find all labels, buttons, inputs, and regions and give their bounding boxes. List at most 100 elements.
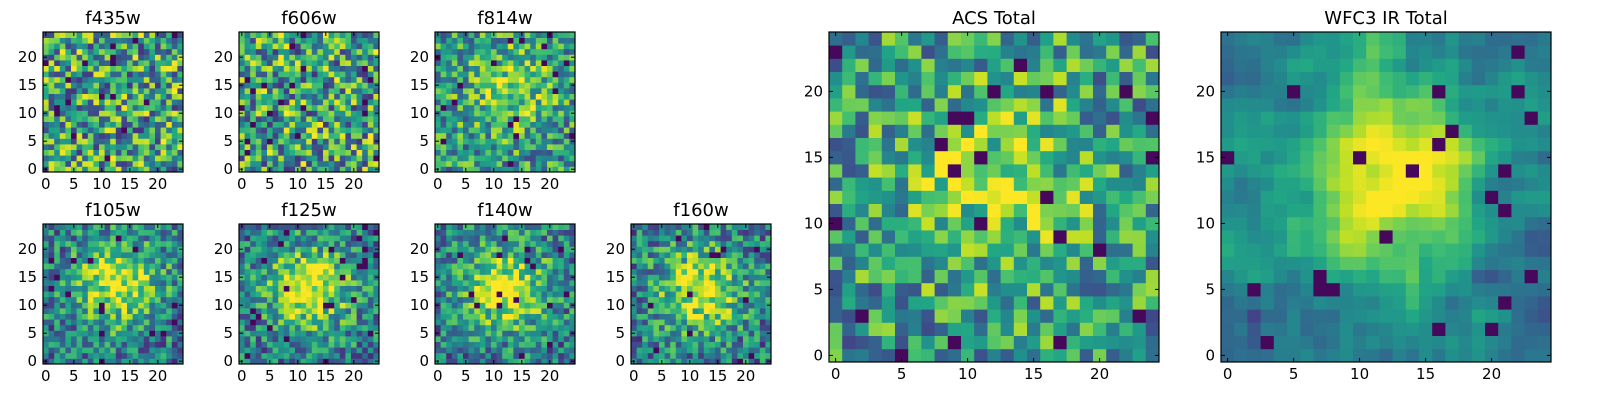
heatmap-cell: [692, 341, 699, 348]
heatmap-cell: [563, 341, 570, 348]
heatmap-cell: [59, 274, 66, 281]
heatmap-cell: [82, 144, 89, 150]
heatmap-cell: [1079, 348, 1094, 363]
heatmap-cell: [868, 335, 883, 350]
heatmap-cell: [351, 93, 357, 100]
heatmap-cell: [987, 216, 1001, 231]
heatmap-cell: [87, 257, 94, 264]
heatmap-cell: [496, 336, 503, 342]
heatmap-cell: [149, 32, 156, 38]
heatmap-cell: [87, 224, 94, 230]
heatmap-cell: [177, 319, 184, 326]
heatmap-cell: [496, 60, 503, 66]
heatmap-cell: [530, 99, 537, 106]
heatmap-cell: [569, 319, 576, 326]
heatmap-cell: [339, 116, 346, 122]
heatmap-cell: [306, 313, 313, 320]
heatmap-cell: [765, 240, 772, 247]
heatmap-cell: [261, 347, 268, 354]
heatmap-cell: [547, 324, 553, 331]
heatmap-cell: [300, 313, 307, 320]
heatmap-cell: [670, 263, 677, 270]
heatmap-cell: [99, 285, 105, 292]
heatmap-cell: [479, 76, 486, 83]
heatmap-cell: [99, 76, 105, 83]
heatmap-cell: [93, 93, 100, 100]
heatmap-cell: [451, 285, 458, 292]
heatmap-cell: [451, 88, 458, 94]
heatmap-cell: [440, 235, 447, 242]
heatmap-cell: [99, 138, 105, 145]
heatmap-cell: [110, 246, 117, 253]
heatmap-cell: [765, 224, 772, 230]
heatmap-cell: [373, 336, 380, 342]
heatmap-cell: [143, 65, 150, 72]
heatmap-cell: [1079, 243, 1094, 257]
heatmap-cell: [631, 313, 637, 320]
heatmap-cell: [104, 324, 111, 331]
heatmap-cell: [334, 324, 341, 331]
heatmap-cell: [457, 347, 464, 354]
heatmap-cell: [261, 43, 268, 50]
heatmap-cell: [451, 121, 458, 128]
heatmap-cell: [115, 110, 122, 117]
heatmap-cell: [311, 358, 318, 365]
heatmap-cell: [474, 347, 481, 354]
heatmap-cell: [881, 322, 896, 336]
heatmap-cell: [289, 285, 296, 292]
heatmap-cell: [496, 65, 503, 72]
heatmap-cell: [451, 149, 458, 156]
heatmap-cell: [171, 235, 178, 242]
heatmap-cell: [244, 235, 251, 242]
heatmap-cell: [681, 313, 688, 320]
heatmap-cell: [99, 99, 105, 106]
heatmap-cell: [267, 240, 273, 247]
heatmap-cell: [642, 229, 649, 236]
heatmap-cell: [328, 302, 335, 309]
heatmap-cell: [435, 263, 441, 270]
heatmap-cell: [54, 71, 61, 78]
heatmap-cell: [272, 302, 279, 309]
heatmap-cell: [272, 144, 279, 150]
heatmap-cell: [362, 324, 369, 331]
heatmap-cell: [743, 336, 749, 342]
heatmap-cell: [93, 296, 100, 303]
heatmap-cell: [502, 252, 509, 258]
heatmap-cell: [87, 99, 94, 106]
heatmap-cell: [759, 308, 766, 314]
heatmap-cell: [474, 280, 481, 286]
heatmap-cell: [155, 54, 161, 61]
heatmap-cell: [110, 54, 117, 61]
heatmap-cell: [317, 43, 324, 50]
heatmap-cell: [507, 144, 514, 150]
heatmap-cell: [842, 335, 856, 350]
heatmap-cell: [334, 296, 341, 303]
heatmap-cell: [239, 352, 245, 359]
heatmap-cell: [485, 358, 492, 365]
heatmap-cell: [373, 71, 380, 78]
heatmap-cell: [468, 99, 475, 106]
heatmap-cell: [535, 110, 542, 117]
heatmap-cell: [513, 352, 520, 359]
heatmap-cell: [345, 274, 352, 281]
heatmap-cell: [715, 308, 721, 314]
heatmap-cell: [1027, 243, 1041, 257]
heatmap-cell: [110, 104, 117, 111]
heatmap-cell: [76, 352, 83, 359]
heatmap-cell: [132, 104, 139, 111]
heatmap-cell: [121, 88, 128, 94]
heatmap-cell: [362, 155, 369, 162]
heatmap-cell: [934, 296, 949, 310]
heatmap-cell: [731, 358, 738, 365]
heatmap-cell: [535, 155, 542, 162]
heatmap-cell: [552, 229, 559, 236]
heatmap-cell: [76, 132, 83, 139]
heatmap-cell: [71, 341, 77, 348]
heatmap-cell: [345, 229, 352, 236]
heatmap-cell: [171, 229, 178, 236]
heatmap-cell: [496, 127, 503, 134]
heatmap-cell: [547, 43, 553, 50]
heatmap-cell: [720, 302, 727, 309]
heatmap-cell: [868, 322, 883, 336]
heatmap-cell: [345, 149, 352, 156]
